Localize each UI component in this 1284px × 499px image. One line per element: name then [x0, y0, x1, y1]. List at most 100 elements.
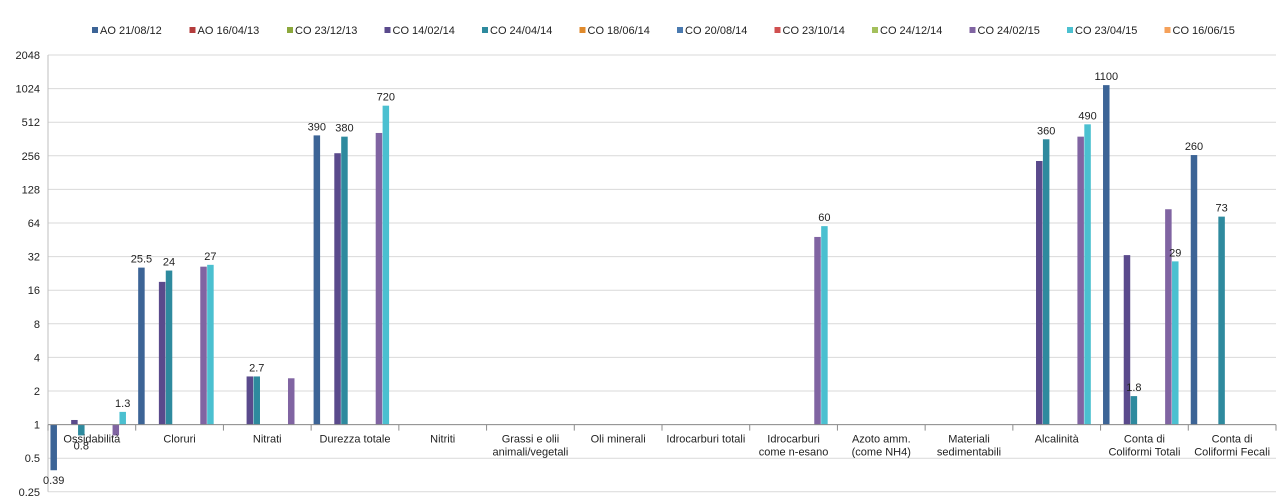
data-label: 25.5: [131, 254, 152, 266]
legend-item-1: AO 16/04/13: [189, 25, 259, 37]
legend-label: CO 24/02/15: [978, 25, 1040, 37]
legend-swatch: [774, 27, 781, 33]
legend-item-0: AO 21/08/12: [92, 25, 162, 37]
bar-co-23-04-15-11: [1084, 124, 1091, 425]
bar-co-23-04-15-3: [382, 105, 390, 425]
y-tick-label: 0.5: [25, 453, 40, 465]
x-tick-label: Coliformi Fecali: [1194, 447, 1270, 459]
legend-swatch: [287, 27, 293, 33]
data-label: 1100: [1094, 71, 1118, 83]
bar-co-23-04-15-8: [821, 226, 828, 425]
bar-co-24-02-15-8: [814, 236, 821, 425]
legend-swatch: [677, 27, 683, 33]
legend-label: CO 16/06/15: [1173, 25, 1235, 37]
x-axis: Ossidabilità Cloruri Nitrati Durezza totale…: [47, 424, 1277, 459]
legend-item-3: CO 14/02/14: [384, 25, 455, 37]
data-label: 73: [1215, 203, 1227, 215]
bar-ao-21-08-12-3: [313, 135, 321, 425]
x-tick-label: Cloruri: [163, 434, 195, 446]
y-tick-label: 64: [28, 218, 40, 230]
bar-ao-21-08-12-1: [138, 267, 145, 425]
bar-co-24-02-15-2: [287, 378, 295, 425]
bar-co-14-02-14-3: [334, 153, 341, 425]
data-label: 29: [1169, 247, 1181, 259]
x-tick-label: Conta di: [1212, 434, 1253, 446]
x-tick-label: Grassi e olii: [502, 434, 559, 446]
legend: AO 21/08/12 AO 16/04/13 CO 23/12/13 CO 14/0…: [92, 25, 1235, 37]
y-tick-label: 512: [22, 117, 40, 129]
legend-label: AO 21/08/12: [100, 25, 162, 37]
x-tick-label: Idrocarburi: [767, 434, 820, 446]
x-tick-label: Oli minerali: [591, 434, 646, 446]
x-tick-label: come n-esano: [759, 447, 829, 459]
legend-swatch: [969, 27, 976, 33]
x-tick-label: (come NH4): [852, 447, 911, 459]
bar-co-24-02-15-3: [375, 132, 383, 425]
bar-ao-21-08-12-12: [1103, 85, 1110, 425]
y-tick-label: 256: [22, 151, 40, 163]
legend-label: CO 18/06/14: [588, 25, 650, 37]
y-tick-label: 1: [34, 420, 40, 432]
bar-co-24-04-14-12: [1130, 396, 1138, 425]
y-tick-label: 16: [28, 285, 40, 297]
bar-ao-21-08-12-0: [50, 424, 57, 471]
y-tick-label: 1024: [16, 84, 40, 96]
y-tick-label: 0.25: [19, 487, 40, 499]
legend-item-4: CO 24/04/14: [482, 25, 552, 37]
bar-co-24-04-14-11: [1042, 139, 1050, 425]
y-tick-label: 2048: [16, 50, 40, 62]
x-tick-label: Ossidabilità: [63, 434, 121, 446]
bar-co-14-02-14-2: [246, 376, 254, 425]
bar-co-24-02-15-0: [112, 424, 120, 436]
data-label: 24: [163, 257, 175, 269]
legend-label: CO 23/12/13: [295, 25, 357, 37]
data-label: 390: [308, 121, 326, 133]
x-tick-label: Materiali: [948, 434, 990, 446]
bar-co-24-02-15-11: [1077, 136, 1084, 425]
legend-swatch: [1067, 27, 1073, 33]
y-tick-label: 8: [34, 319, 40, 331]
data-labels: 0.39 0.8 1.3 25.5 24 27 2.7 390 380 720 60 360 490 11…: [43, 71, 1228, 487]
x-tick-label: Conta di: [1124, 434, 1165, 446]
y-tick-label: 4: [34, 352, 40, 364]
legend-item-10: CO 23/04/15: [1067, 25, 1137, 37]
bar-co-24-04-14-1: [165, 270, 173, 425]
bar-ao-21-08-12-13: [1190, 155, 1198, 425]
x-tick-label: sedimentabili: [937, 447, 1001, 459]
legend-label: CO 14/02/14: [393, 25, 455, 37]
data-label: 2.7: [249, 362, 264, 374]
legend-swatch: [872, 27, 878, 33]
data-label: 0.8: [74, 440, 89, 452]
data-label: 1.3: [115, 398, 130, 410]
legend-item-2: CO 23/12/13: [287, 25, 357, 37]
data-label: 60: [818, 212, 830, 224]
legend-label: CO 24/12/14: [880, 25, 942, 37]
bar-co-24-04-14-13: [1218, 216, 1225, 425]
bar-co-14-02-14-12: [1123, 255, 1131, 425]
legend-swatch: [384, 27, 391, 33]
bar-co-23-04-15-1: [207, 264, 214, 425]
x-tick-label: Nitriti: [430, 434, 455, 446]
bar-co-14-02-14-0: [71, 419, 78, 425]
bars: [50, 85, 1225, 471]
y-tick-label: 2: [34, 386, 40, 398]
legend-label: CO 20/08/14: [685, 25, 747, 37]
bar-co-24-04-14-2: [253, 376, 260, 425]
legend-swatch: [189, 27, 196, 33]
bar-co-24-04-14-3: [341, 136, 348, 425]
y-axis: 0.25 0.5 1 2 4 8 16 32 64 128 256 512 1024 2048: [16, 50, 49, 499]
legend-item-5: CO 18/06/14: [579, 25, 650, 37]
data-label: 260: [1185, 141, 1203, 153]
legend-item-9: CO 24/02/15: [969, 25, 1040, 37]
legend-swatch: [1164, 27, 1171, 33]
x-tick-label: Nitrati: [253, 434, 282, 446]
legend-label: CO 24/04/14: [490, 25, 552, 37]
x-tick-label: Idrocarburi totali: [666, 434, 745, 446]
data-label: 490: [1078, 110, 1096, 122]
legend-swatch: [92, 27, 98, 33]
x-tick-label: Durezza totale: [320, 434, 391, 446]
legend-item-6: CO 20/08/14: [677, 25, 747, 37]
data-label: 380: [335, 123, 353, 135]
